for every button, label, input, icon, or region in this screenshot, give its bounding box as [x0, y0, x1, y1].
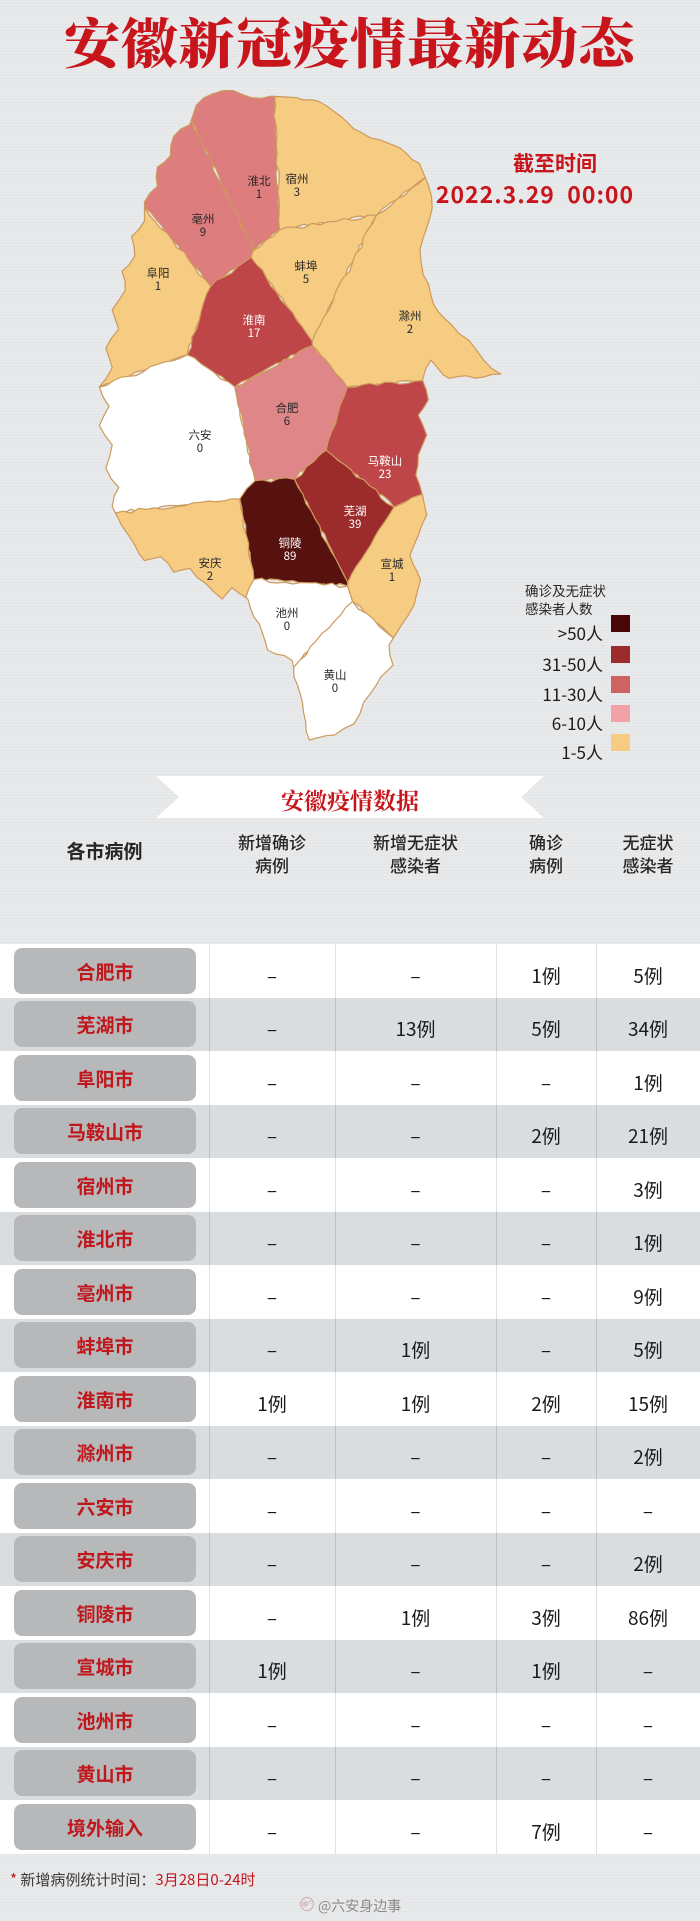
svg-text:1: 1: [155, 278, 161, 294]
svg-text:1: 1: [256, 186, 262, 202]
svg-text:3: 3: [294, 184, 300, 200]
svg-text:2: 2: [407, 321, 413, 337]
svg-text:9: 9: [200, 224, 206, 240]
svg-text:0: 0: [284, 618, 290, 634]
svg-text:0: 0: [332, 680, 338, 696]
svg-text:5: 5: [303, 271, 309, 287]
svg-text:1: 1: [389, 569, 395, 585]
svg-text:39: 39: [349, 516, 362, 532]
svg-text:0: 0: [197, 440, 203, 456]
svg-text:17: 17: [248, 325, 261, 341]
svg-text:23: 23: [379, 466, 392, 482]
svg-text:6: 6: [284, 413, 290, 429]
svg-text:2: 2: [207, 568, 213, 584]
svg-text:89: 89: [284, 548, 297, 564]
